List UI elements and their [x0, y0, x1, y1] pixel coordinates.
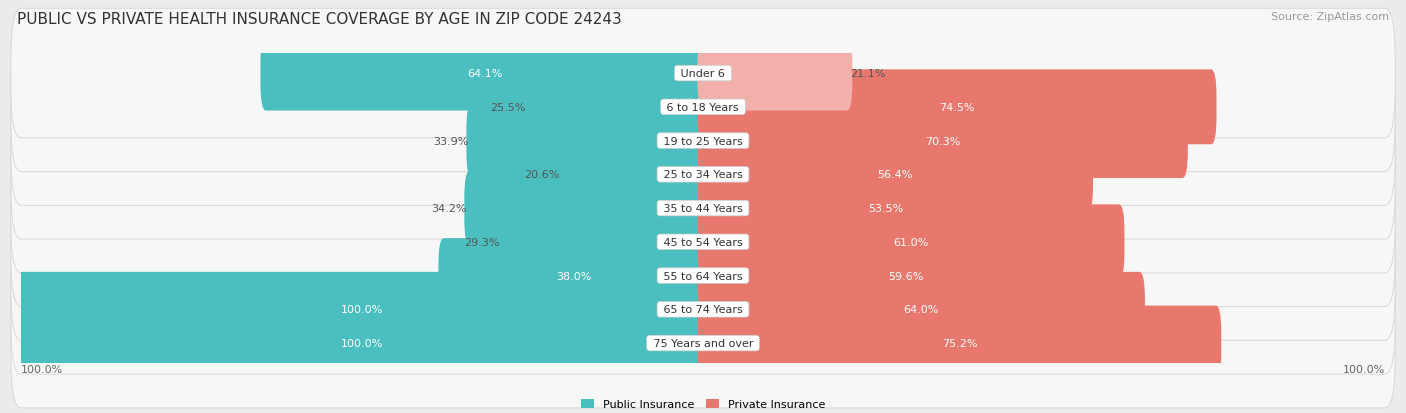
FancyBboxPatch shape	[11, 76, 1395, 206]
FancyBboxPatch shape	[11, 178, 1395, 307]
Text: 21.1%: 21.1%	[851, 69, 886, 79]
Text: 55 to 64 Years: 55 to 64 Years	[659, 271, 747, 281]
Text: 74.5%: 74.5%	[939, 102, 974, 113]
Text: 35 to 44 Years: 35 to 44 Years	[659, 204, 747, 214]
Text: 56.4%: 56.4%	[877, 170, 912, 180]
Text: 75.2%: 75.2%	[942, 338, 977, 348]
Text: 29.3%: 29.3%	[464, 237, 499, 247]
FancyBboxPatch shape	[439, 239, 709, 313]
Text: 25.5%: 25.5%	[491, 102, 526, 113]
FancyBboxPatch shape	[697, 205, 1125, 280]
Text: 33.9%: 33.9%	[433, 136, 468, 146]
FancyBboxPatch shape	[11, 279, 1395, 408]
Text: 38.0%: 38.0%	[555, 271, 591, 281]
Text: 59.6%: 59.6%	[889, 271, 924, 281]
Legend: Public Insurance, Private Insurance: Public Insurance, Private Insurance	[576, 394, 830, 413]
FancyBboxPatch shape	[464, 171, 709, 246]
Text: 70.3%: 70.3%	[925, 136, 960, 146]
FancyBboxPatch shape	[11, 43, 1395, 172]
FancyBboxPatch shape	[11, 245, 1395, 374]
Text: 100.0%: 100.0%	[340, 338, 384, 348]
Text: 75 Years and over: 75 Years and over	[650, 338, 756, 348]
FancyBboxPatch shape	[498, 205, 709, 280]
FancyBboxPatch shape	[467, 104, 709, 178]
Text: 100.0%: 100.0%	[340, 304, 384, 315]
FancyBboxPatch shape	[697, 70, 1216, 145]
FancyBboxPatch shape	[11, 144, 1395, 273]
Text: PUBLIC VS PRIVATE HEALTH INSURANCE COVERAGE BY AGE IN ZIP CODE 24243: PUBLIC VS PRIVATE HEALTH INSURANCE COVER…	[17, 12, 621, 27]
Text: 34.2%: 34.2%	[430, 204, 467, 214]
FancyBboxPatch shape	[11, 9, 1395, 138]
Text: 6 to 18 Years: 6 to 18 Years	[664, 102, 742, 113]
FancyBboxPatch shape	[11, 211, 1395, 341]
FancyBboxPatch shape	[697, 104, 1188, 178]
FancyBboxPatch shape	[697, 138, 1092, 212]
Text: 20.6%: 20.6%	[524, 170, 560, 180]
FancyBboxPatch shape	[697, 36, 852, 111]
Text: Under 6: Under 6	[678, 69, 728, 79]
FancyBboxPatch shape	[697, 306, 1222, 381]
FancyBboxPatch shape	[11, 110, 1395, 240]
Text: 25 to 34 Years: 25 to 34 Years	[659, 170, 747, 180]
FancyBboxPatch shape	[15, 306, 709, 381]
Text: 64.0%: 64.0%	[904, 304, 939, 315]
Text: 53.5%: 53.5%	[868, 204, 903, 214]
FancyBboxPatch shape	[260, 36, 709, 111]
Text: 61.0%: 61.0%	[893, 237, 928, 247]
Text: 65 to 74 Years: 65 to 74 Years	[659, 304, 747, 315]
Text: 64.1%: 64.1%	[467, 69, 502, 79]
FancyBboxPatch shape	[697, 171, 1073, 246]
FancyBboxPatch shape	[697, 239, 1115, 313]
Text: 100.0%: 100.0%	[1343, 364, 1385, 374]
Text: Source: ZipAtlas.com: Source: ZipAtlas.com	[1271, 12, 1389, 22]
Text: 45 to 54 Years: 45 to 54 Years	[659, 237, 747, 247]
FancyBboxPatch shape	[523, 70, 709, 145]
FancyBboxPatch shape	[697, 272, 1144, 347]
Text: 100.0%: 100.0%	[21, 364, 63, 374]
FancyBboxPatch shape	[557, 138, 709, 212]
FancyBboxPatch shape	[15, 272, 709, 347]
Text: 19 to 25 Years: 19 to 25 Years	[659, 136, 747, 146]
